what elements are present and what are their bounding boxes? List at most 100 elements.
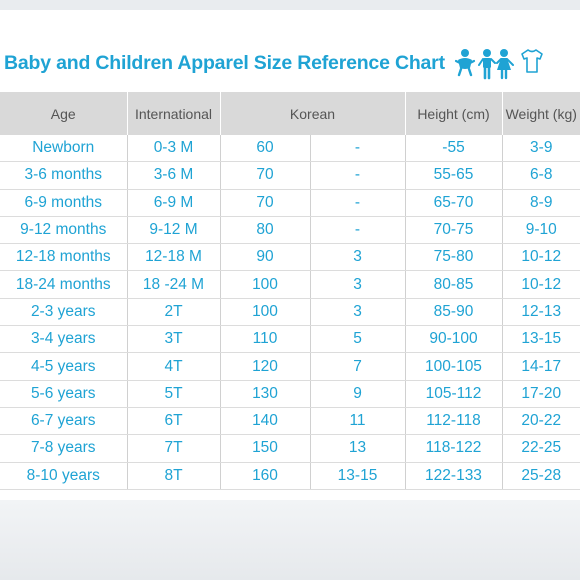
table-row: 5-6 years 5T 130 9 105-112 17-20 — [0, 380, 580, 408]
table-row: 12-18 months 12-18 M 90 3 75-80 10-12 — [0, 243, 580, 272]
intl-cell: 0-3 M — [127, 135, 221, 163]
baby-icon — [454, 49, 476, 77]
weight-cell: 17-20 — [502, 380, 580, 408]
weight-cell: 25-28 — [502, 462, 580, 490]
height-cell: 55-65 — [405, 161, 503, 190]
age-cell: 3-4 years — [0, 325, 128, 354]
table-header-row: Age International Korean Height (cm) Wei… — [0, 92, 580, 135]
korean-alt-size-cell: 13 — [310, 434, 406, 463]
age-cell: 18-24 months — [0, 270, 128, 299]
page-bottom — [0, 500, 580, 580]
intl-cell: 3-6 M — [127, 161, 221, 190]
table-row: 3-6 months 3-6 M 70-55-65 6-8 — [0, 161, 580, 190]
height-cell: 75-80 — [405, 243, 503, 272]
korean-alt-size-cell: 3 — [310, 270, 406, 299]
weight-cell: 10-12 — [502, 270, 580, 299]
age-cell: 6-9 months — [0, 189, 128, 217]
korean-size-cell: 100 — [220, 298, 311, 327]
height-cell: 65-70 — [405, 189, 503, 217]
korean-alt-size-cell: 5 — [310, 325, 406, 354]
age-cell: 5-6 years — [0, 380, 128, 408]
height-cell: 122-133 — [405, 462, 503, 490]
korean-size-cell: 90 — [220, 243, 311, 272]
weight-cell: 3-9 — [502, 135, 580, 163]
icon-group — [448, 48, 548, 80]
weight-cell: 8-9 — [502, 189, 580, 217]
korean-size-cell: 80 — [220, 216, 311, 245]
size-chart-sheet: Baby and Children Apparel Size Reference… — [0, 10, 580, 500]
chart-title: Baby and Children Apparel Size Reference… — [4, 52, 445, 74]
age-cell: 7-8 years — [0, 434, 128, 463]
intl-cell: 9-12 M — [127, 216, 221, 245]
korean-size-cell: 70 — [220, 161, 311, 190]
korean-alt-size-cell: - — [310, 189, 406, 217]
korean-alt-size-cell: 11 — [310, 407, 406, 436]
korean-size-cell: 120 — [220, 352, 311, 381]
korean-size-cell: 130 — [220, 380, 311, 408]
height-cell: -55 — [405, 135, 503, 163]
weight-cell: 13-15 — [502, 325, 580, 354]
korean-size-cell: 70 — [220, 189, 311, 217]
age-cell: 9-12 months — [0, 216, 128, 245]
weight-cell: 14-17 — [502, 352, 580, 381]
weight-cell: 12-13 — [502, 298, 580, 327]
weight-cell: 20-22 — [502, 407, 580, 436]
weight-cell: 9-10 — [502, 216, 580, 245]
korean-size-cell: 160 — [220, 462, 311, 490]
intl-cell: 5T — [127, 380, 221, 408]
table-row: 3-4 years 3T 110 5 90-100 13-15 — [0, 325, 580, 354]
height-cell: 105-112 — [405, 380, 503, 408]
table-row: 6-9 months 6-9 M 70-65-70 8-9 — [0, 189, 580, 217]
table-row: 4-5 years 4T 120 7 100-105 14-17 — [0, 352, 580, 381]
height-cell: 90-100 — [405, 325, 503, 354]
korean-size-cell: 60 — [220, 135, 311, 163]
age-cell: 4-5 years — [0, 352, 128, 381]
korean-alt-size-cell: 9 — [310, 380, 406, 408]
table-row: 2-3 years 2T 100 3 85-90 12-13 — [0, 298, 580, 327]
intl-cell: 4T — [127, 352, 221, 381]
height-cell: 112-118 — [405, 407, 503, 436]
age-cell: 3-6 months — [0, 161, 128, 190]
height-cell: 118-122 — [405, 434, 503, 463]
table-row: 7-8 years 7T 150 13 118-122 22-25 — [0, 434, 580, 463]
children-icon — [478, 49, 514, 80]
intl-cell: 3T — [127, 325, 221, 354]
age-cell: 12-18 months — [0, 243, 128, 272]
col-international: International — [127, 92, 221, 135]
weight-cell: 6-8 — [502, 161, 580, 190]
col-age: Age — [0, 92, 128, 135]
korean-alt-size-cell: 3 — [310, 243, 406, 272]
korean-size-cell: 110 — [220, 325, 311, 354]
height-cell: 100-105 — [405, 352, 503, 381]
height-cell: 70-75 — [405, 216, 503, 245]
intl-cell: 7T — [127, 434, 221, 463]
title-row: Baby and Children Apparel Size Reference… — [0, 40, 580, 90]
age-cell: Newborn — [0, 135, 128, 163]
korean-alt-size-cell: - — [310, 216, 406, 245]
weight-cell: 10-12 — [502, 243, 580, 272]
age-cell: 8-10 years — [0, 462, 128, 490]
intl-cell: 18 -24 M — [127, 270, 221, 299]
korean-size-cell: 150 — [220, 434, 311, 463]
col-weight: Weight (kg) — [502, 92, 580, 135]
intl-cell: 12-18 M — [127, 243, 221, 272]
korean-size-cell: 100 — [220, 270, 311, 299]
col-height: Height (cm) — [405, 92, 503, 135]
col-korean: Korean — [220, 92, 406, 135]
weight-cell: 22-25 — [502, 434, 580, 463]
height-cell: 80-85 — [405, 270, 503, 299]
table-row: 18-24 months 18 -24 M 100 3 80-85 10-12 — [0, 270, 580, 299]
table-row: 9-12 months 9-12 M 80-70-75 9-10 — [0, 216, 580, 245]
intl-cell: 2T — [127, 298, 221, 327]
intl-cell: 8T — [127, 462, 221, 490]
table-row: Newborn 0-3 M 60- -55 3-9 — [0, 135, 580, 163]
korean-alt-size-cell: - — [310, 135, 406, 163]
korean-alt-size-cell: 3 — [310, 298, 406, 327]
height-cell: 85-90 — [405, 298, 503, 327]
age-cell: 6-7 years — [0, 407, 128, 436]
intl-cell: 6-9 M — [127, 189, 221, 217]
korean-alt-size-cell: 13-15 — [310, 462, 406, 490]
table-row: 6-7 years 6T 140 11 112-118 20-22 — [0, 407, 580, 436]
shirt-icon — [521, 49, 543, 73]
size-table: Age International Korean Height (cm) Wei… — [0, 92, 580, 490]
